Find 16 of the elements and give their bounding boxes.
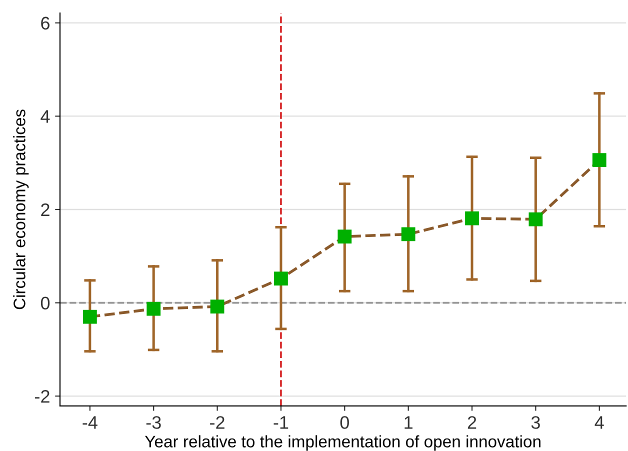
x-tick-label: 4	[594, 416, 604, 429]
x-tick-label: 0	[340, 416, 349, 429]
y-tick-label: 2	[41, 203, 50, 216]
x-tick-label: 3	[531, 416, 540, 429]
y-tick-label: 4	[40, 110, 50, 123]
x-axis-title: Year relative to the implementation of open innovation	[145, 435, 540, 451]
x-tick-label: -3	[146, 416, 161, 429]
y-tick-label: -2	[35, 390, 50, 403]
x-tick-label: -1	[274, 416, 288, 429]
y-tick-label: 0	[40, 296, 50, 310]
y-axis-title: Circular economy practices	[13, 110, 29, 310]
y-tick-label: 6	[41, 16, 50, 30]
x-tick-label: -4	[82, 416, 98, 429]
x-tick-label: 2	[468, 416, 476, 429]
x-tick-label: 1	[404, 416, 412, 429]
x-tick-label: -2	[210, 416, 224, 429]
